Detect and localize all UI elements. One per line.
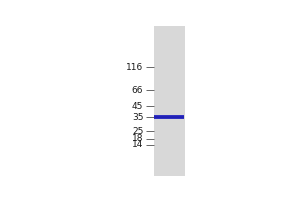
Text: 14: 14	[132, 140, 143, 149]
Text: 66: 66	[132, 86, 143, 95]
Text: 25: 25	[132, 127, 143, 136]
Text: 116: 116	[126, 63, 143, 72]
Text: 45: 45	[132, 102, 143, 111]
Text: 35: 35	[132, 113, 143, 122]
Bar	[154, 26, 185, 176]
Text: 18: 18	[132, 134, 143, 143]
